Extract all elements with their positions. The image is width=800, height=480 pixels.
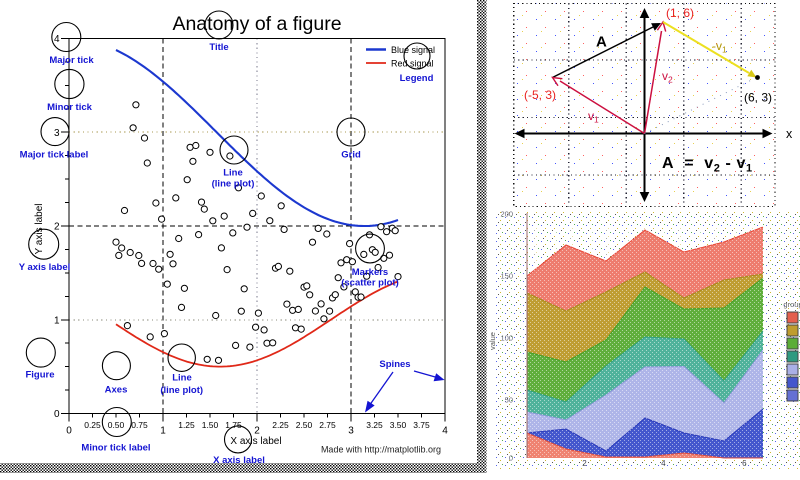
svg-text:Axes: Axes [105,385,128,396]
svg-text:2.50: 2.50 [296,420,313,430]
svg-text:Legend: Legend [400,73,434,84]
svg-text:(scatter plot): (scatter plot) [341,278,399,289]
svg-text:X axis label: X axis label [230,436,281,447]
svg-text:1.75: 1.75 [225,420,242,430]
svg-text:Y axis label: Y axis label [34,204,45,255]
svg-text:Spines: Spines [379,359,410,370]
svg-text:value: value [488,332,497,350]
svg-text:Made with http://matplotlib.or: Made with http://matplotlib.org [321,445,441,455]
svg-text:Markers: Markers [352,267,388,278]
svg-text:Line: Line [223,168,243,179]
svg-text:0: 0 [54,409,60,420]
svg-text:0.75: 0.75 [131,420,148,430]
svg-text:(line plot): (line plot) [212,179,255,190]
svg-text:Red signal: Red signal [391,59,434,69]
svg-text:200: 200 [500,210,513,219]
svg-text:Minor tick label: Minor tick label [81,442,150,453]
svg-text:A: A [596,34,607,51]
svg-text:x: x [786,127,793,141]
svg-text:(-5, 3): (-5, 3) [524,88,556,102]
svg-text:2: 2 [254,426,260,437]
svg-text:3: 3 [54,128,60,139]
svg-text:6: 6 [742,459,747,468]
svg-text:0.50: 0.50 [108,420,125,430]
svg-text:(6, 3): (6, 3) [744,91,772,105]
svg-text:4: 4 [661,459,666,468]
svg-text:Major tick: Major tick [49,55,94,66]
svg-text:2.75: 2.75 [319,420,336,430]
svg-text:group: group [783,300,800,309]
svg-text:0: 0 [66,426,72,437]
svg-text:150: 150 [500,272,513,281]
svg-text:X axis label: X axis label [213,455,265,466]
svg-text:(1, 6): (1, 6) [666,6,694,20]
svg-text:Major tick label: Major tick label [20,150,89,161]
svg-text:100: 100 [500,334,513,343]
svg-text:2: 2 [54,222,60,233]
svg-text:Y axis label: Y axis label [19,262,71,273]
svg-text:3.25: 3.25 [366,420,383,430]
svg-text:Grid: Grid [341,150,361,161]
svg-text:1: 1 [54,315,60,326]
svg-text:0: 0 [509,454,513,463]
svg-text:Line: Line [172,373,192,384]
svg-text:Anatomy of a figure: Anatomy of a figure [172,13,341,35]
svg-text:v2: v2 [662,69,673,85]
svg-text:4: 4 [442,426,448,437]
svg-text:3: 3 [348,426,354,437]
svg-text:2: 2 [582,459,587,468]
svg-text:A = v2 - v1: A = v2 - v1 [662,155,753,175]
svg-text:0.25: 0.25 [84,420,101,430]
svg-text:4: 4 [54,34,60,45]
svg-text:Minor tick: Minor tick [47,102,93,113]
svg-text:50: 50 [505,396,513,405]
svg-text:2.25: 2.25 [272,420,289,430]
svg-text:Title: Title [209,42,228,53]
svg-text:v1: v1 [588,109,599,125]
svg-text:1.25: 1.25 [178,420,195,430]
svg-text:(line plot): (line plot) [160,385,203,396]
svg-text:3.75: 3.75 [413,420,430,430]
svg-text:Figure: Figure [25,370,54,381]
svg-text:1: 1 [160,426,166,437]
svg-text:Blue signal: Blue signal [391,45,435,55]
svg-text:1.50: 1.50 [202,420,219,430]
svg-text:3.50: 3.50 [390,420,407,430]
